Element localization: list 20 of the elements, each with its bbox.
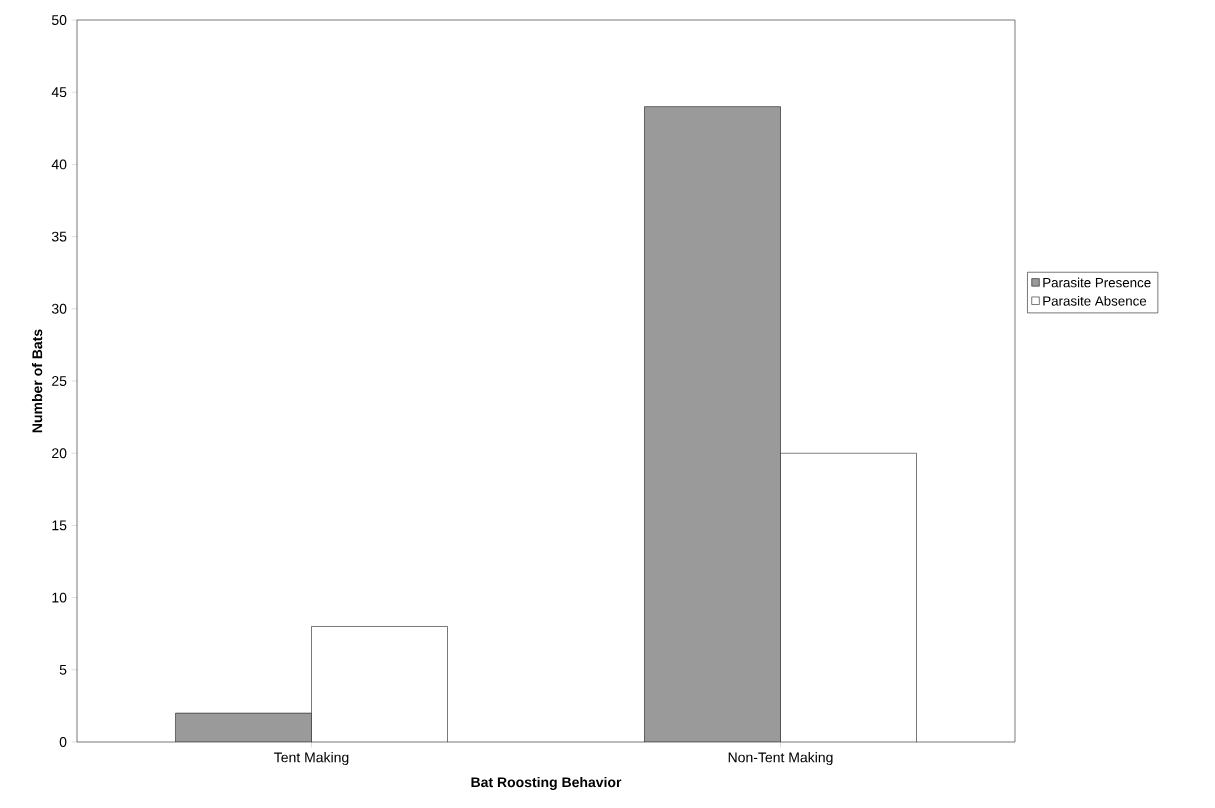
- x-axis-title: Bat Roosting Behavior: [471, 776, 622, 791]
- y-tick-label: 30: [51, 303, 67, 314]
- y-axis-title: Number of Bats: [31, 329, 43, 433]
- y-tick-label: 5: [59, 664, 67, 675]
- y-tick-label: 15: [52, 520, 67, 531]
- y-tick-label: 40: [51, 159, 67, 170]
- x-tick-label: Non-Tent Making: [728, 752, 833, 766]
- y-tick-label: 0: [59, 737, 67, 747]
- x-tick-label: Tent Making: [274, 752, 349, 766]
- y-tick-label: 50: [51, 15, 67, 25]
- y-tick-label: 20: [52, 448, 67, 459]
- y-tick-label: 25: [52, 376, 67, 386]
- bar: [780, 452, 917, 742]
- y-tick-label: 45: [51, 87, 67, 98]
- legend-label: Parasite Presence: [1043, 277, 1151, 288]
- bar: [644, 106, 781, 742]
- y-tick-label: 10: [52, 592, 67, 603]
- y-tick-label: 35: [51, 231, 67, 242]
- text: Parasite Absence: [1043, 295, 1147, 306]
- bar: [175, 712, 312, 742]
